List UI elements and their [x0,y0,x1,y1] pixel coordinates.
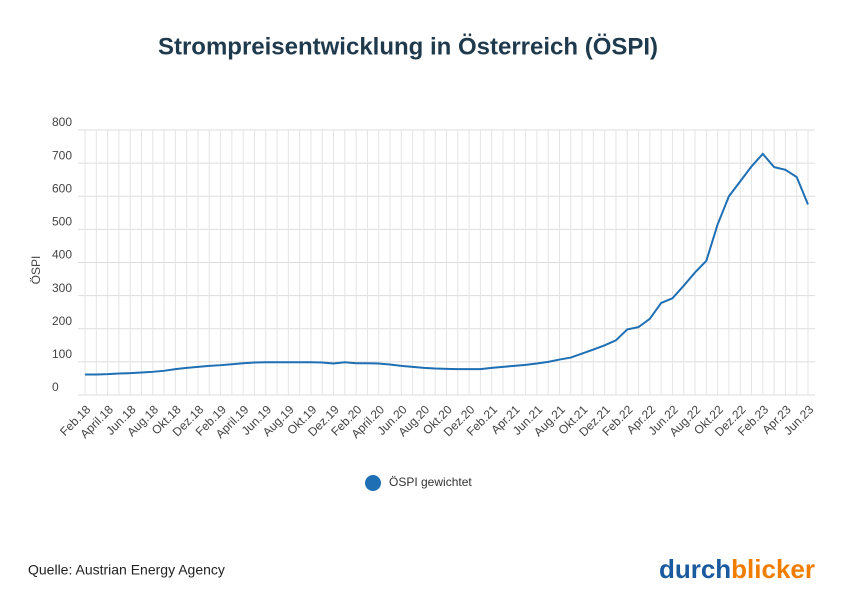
y-tick-label: 600 [52,181,72,195]
logo-part: durch [659,554,731,584]
source: Quelle: Austrian Energy Agency [28,562,225,578]
y-tick-label: 400 [52,248,72,262]
y-tick-label: 300 [52,281,72,295]
y-tick-label: 0 [52,380,59,394]
y-tick-label: 800 [52,115,72,129]
y-axis-label: ÖSPI [29,256,43,285]
legend-marker [365,475,381,491]
y-tick-label: 200 [52,314,72,328]
logo-part: blicker [731,554,815,584]
y-tick-label: 700 [52,148,72,162]
logo: durchblicker [659,554,815,584]
y-tick-label: 500 [52,215,72,229]
legend-label: ÖSPI gewichtet [389,475,472,489]
y-tick-label: 100 [52,347,72,361]
chart-title: Strompreisentwicklung in Österreich (ÖSP… [158,33,658,60]
line-series [85,152,809,376]
